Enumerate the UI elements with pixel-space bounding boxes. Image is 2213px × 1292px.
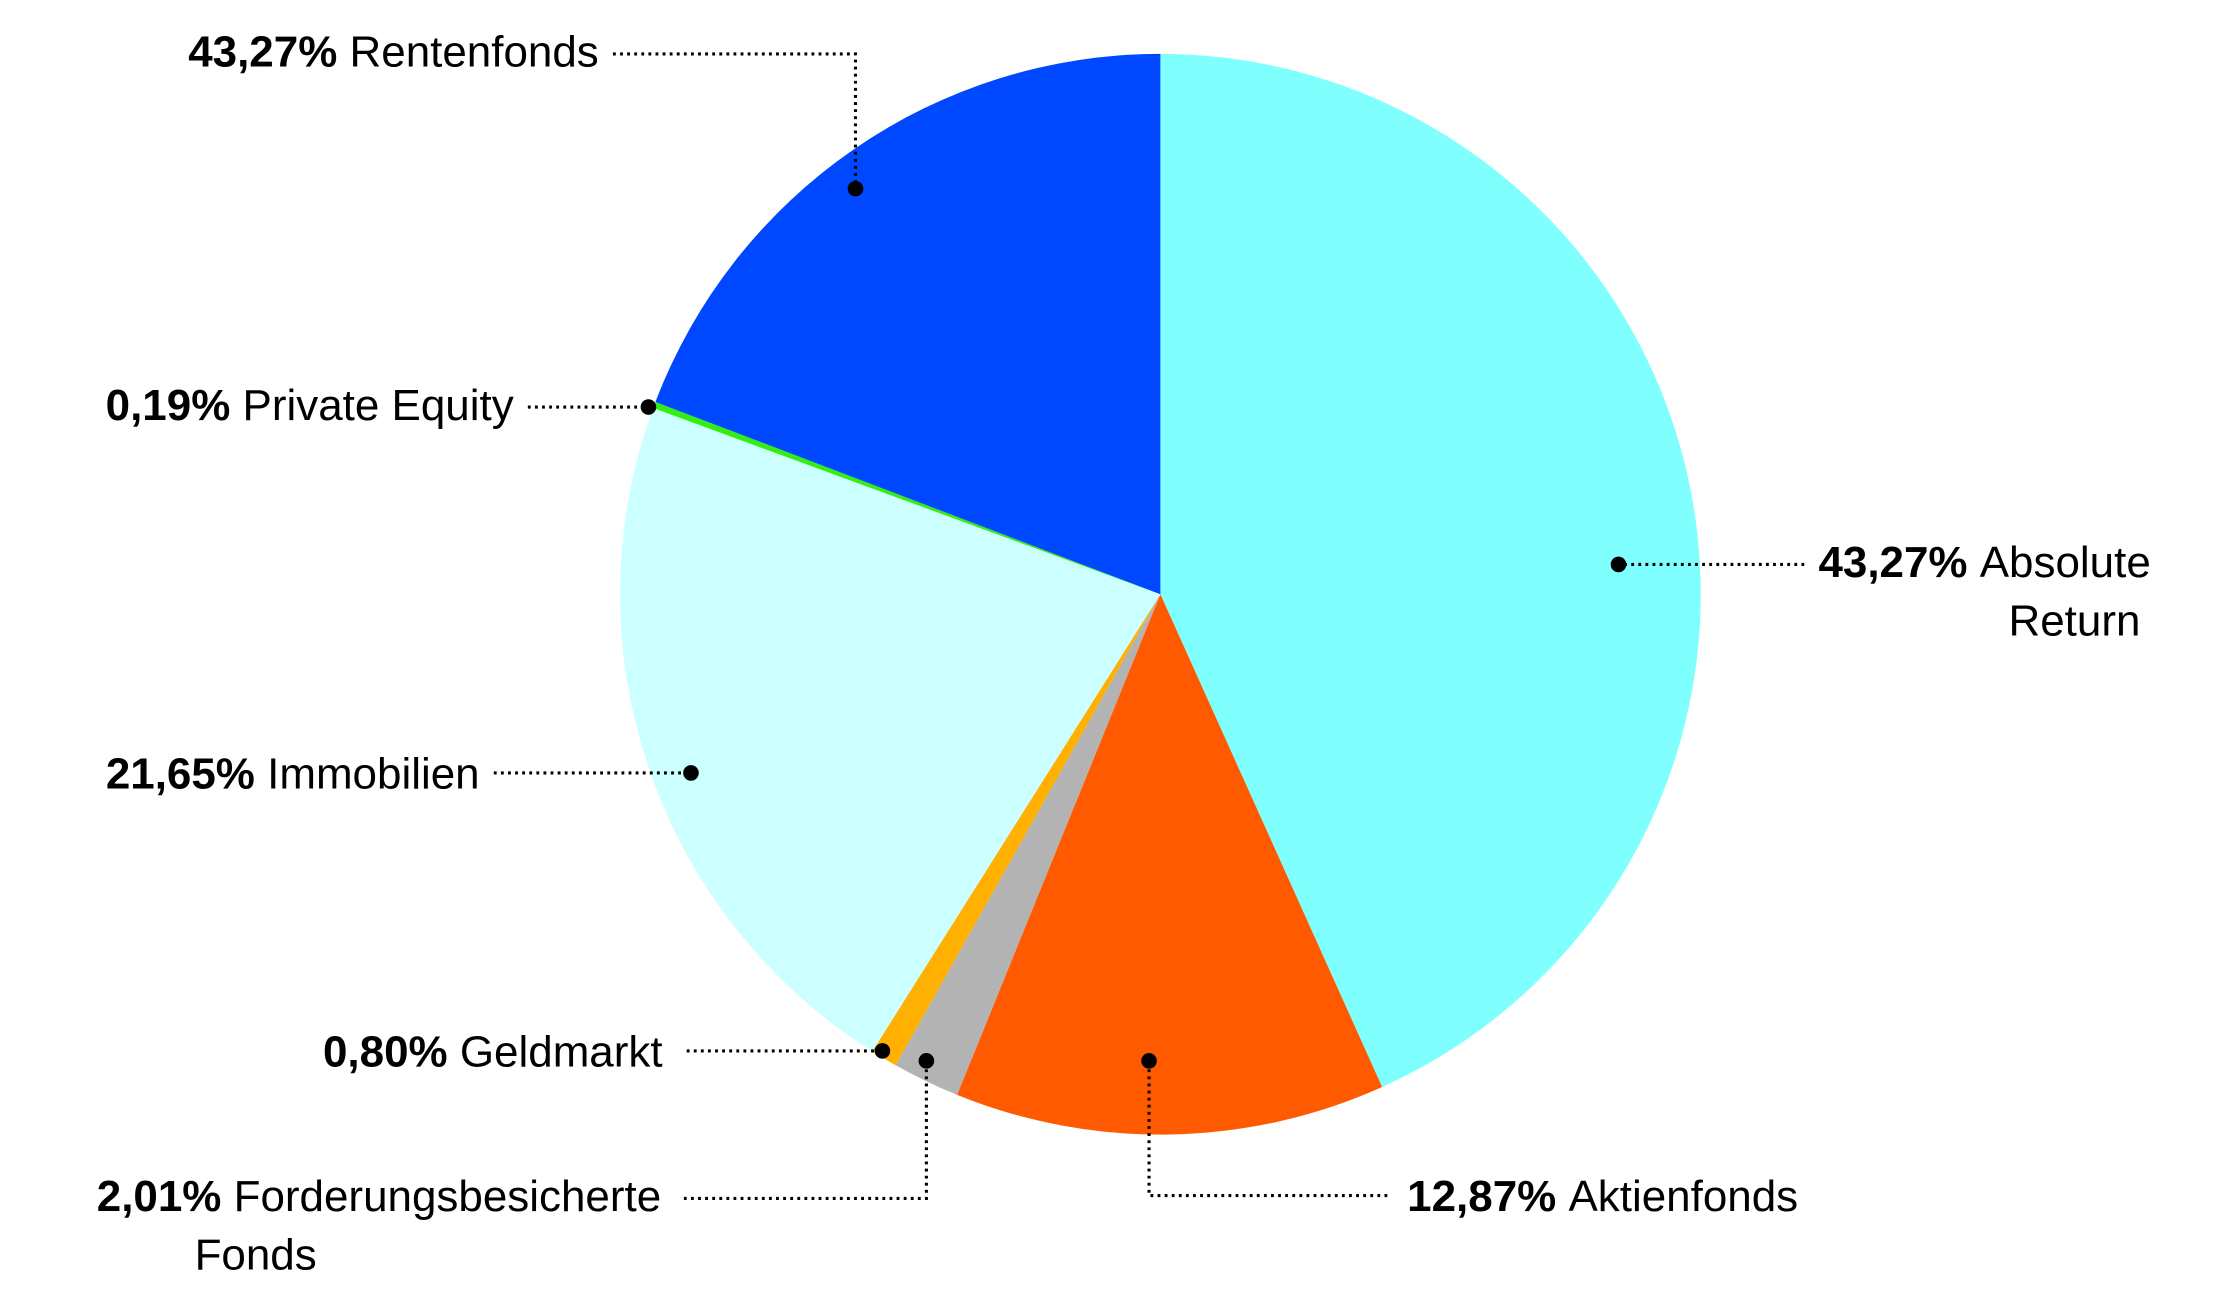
- slice-rentenfonds: [655, 53, 1161, 595]
- label-immobilien: 21,65% Immobilien: [106, 750, 480, 799]
- leader-dot-absolute-return: [1610, 556, 1627, 573]
- slice-geldmarkt: [872, 594, 1161, 1066]
- name-forderungsbesicherte-line1: Forderungsbesicherte: [234, 1172, 662, 1221]
- name-aktienfonds: Aktienfonds: [1568, 1172, 1798, 1221]
- slice-aktienfonds: [957, 594, 1383, 1135]
- label-forderungsbesicherte: 2,01% Forderungsbesicherte: [97, 1172, 661, 1221]
- name-absolute-return-line2: Return: [2008, 596, 2140, 645]
- leader-line-forderungsbesicherte: [683, 1060, 928, 1200]
- label-absolute-return: 43,27% Absolute: [1818, 538, 2150, 587]
- leader-line-rentenfonds: [612, 52, 858, 189]
- label-geldmarkt: 0,80% Geldmarkt: [323, 1028, 663, 1077]
- pct-absolute-return: 43,27%: [1818, 538, 1967, 587]
- pie-slices: [620, 53, 1701, 1135]
- slice-forderungsbesicherte-fonds: [895, 594, 1161, 1095]
- slice-immobilien: [620, 408, 1161, 1052]
- pct-geldmarkt: 0,80%: [323, 1028, 448, 1077]
- pct-private-equity: 0,19%: [106, 381, 231, 430]
- name-forderungsbesicherte-line2: Fonds: [195, 1230, 317, 1279]
- pct-immobilien: 21,65%: [106, 750, 255, 799]
- name-geldmarkt: Geldmarkt: [460, 1028, 663, 1077]
- label-aktienfonds: 12,87% Aktienfonds: [1407, 1172, 1798, 1221]
- leader-dot-private-equity: [640, 399, 657, 415]
- slice-private-equity: [653, 401, 1161, 595]
- name-private-equity: Private Equity: [243, 381, 514, 430]
- leader-dot-rentenfonds: [847, 180, 864, 197]
- pct-aktienfonds: 12,87%: [1407, 1172, 1556, 1221]
- name-immobilien: Immobilien: [267, 750, 480, 799]
- pct-rentenfonds: 43,27%: [188, 28, 337, 77]
- leader-lines: [493, 52, 1805, 1200]
- leader-dot-geldmarkt: [874, 1043, 891, 1059]
- label-private-equity: 0,19% Private Equity: [106, 381, 514, 430]
- name-rentenfonds: Rentenfonds: [350, 28, 599, 77]
- slice-absolute-return: [1160, 53, 1701, 1087]
- name-absolute-return-line1: Absolute: [1980, 538, 2151, 587]
- label-rentenfonds: 43,27% Rentenfonds: [188, 28, 599, 77]
- leader-dot-immobilien: [683, 765, 699, 781]
- leader-dot-forderungsbesicherte: [918, 1053, 935, 1069]
- leader-line-aktienfonds: [1147, 1060, 1388, 1198]
- leader-dot-aktienfonds: [1141, 1053, 1157, 1069]
- pct-forderungsbesicherte: 2,01%: [97, 1172, 222, 1221]
